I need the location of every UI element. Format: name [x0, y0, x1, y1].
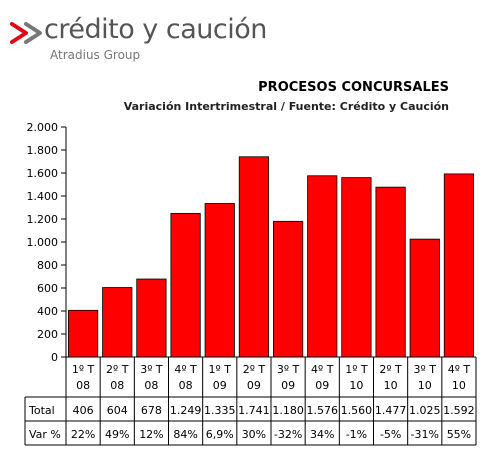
category-label: 1º T: [72, 363, 95, 376]
category-label: 1º T: [345, 363, 368, 376]
y-tick-label: 1.400: [27, 190, 59, 203]
table-cell: 1.249: [170, 404, 202, 417]
y-tick-label: 400: [37, 305, 58, 318]
category-label: 10: [418, 379, 432, 392]
category-label: 09: [315, 379, 329, 392]
category-label: 08: [110, 379, 124, 392]
y-tick-label: 1.600: [27, 167, 59, 180]
table-cell: 1.180: [272, 404, 304, 417]
bar: [204, 203, 235, 358]
table-cell: 1.560: [341, 404, 373, 417]
logo-mark-icon: [10, 22, 42, 44]
category-label: 4º T: [448, 363, 471, 376]
y-tick-label: 800: [37, 259, 58, 272]
table-cell: 6,9%: [206, 428, 234, 441]
table-cell: 49%: [105, 428, 129, 441]
category-label: 10: [452, 379, 466, 392]
table-cell: 678: [141, 404, 162, 417]
category-label: 4º T: [311, 363, 334, 376]
bar: [443, 173, 475, 358]
bar: [170, 212, 201, 358]
table-cell: 34%: [310, 428, 334, 441]
y-tick-label: 200: [37, 328, 58, 341]
table-cell: -31%: [411, 428, 439, 441]
category-label: 09: [281, 379, 295, 392]
bar: [409, 238, 440, 358]
y-tick-label: 1.000: [27, 236, 59, 249]
category-label: 09: [213, 379, 227, 392]
category-label: 2º T: [243, 363, 266, 376]
y-tick-label: 1.800: [27, 144, 59, 157]
table-cell: 604: [107, 404, 128, 417]
category-label: 4º T: [174, 363, 197, 376]
table-cell: -5%: [380, 428, 401, 441]
category-label: 10: [349, 379, 363, 392]
bar: [272, 220, 304, 358]
bar: [238, 156, 270, 358]
bar: [375, 186, 406, 358]
bar: [136, 278, 167, 358]
table-cell: 30%: [242, 428, 266, 441]
table-cell: 1.576: [307, 404, 339, 417]
table-cell: -1%: [346, 428, 367, 441]
y-tick-label: 600: [37, 282, 58, 295]
table-cell: 1.025: [409, 404, 441, 417]
chart-subtitle: Variación Intertrimestral / Fuente: Créd…: [123, 100, 449, 113]
category-label: 1º T: [209, 363, 232, 376]
table-cell: 84%: [173, 428, 197, 441]
table-cell: 1.335: [204, 404, 236, 417]
table-cell: -32%: [274, 428, 302, 441]
category-label: 08: [76, 379, 90, 392]
category-label: 10: [384, 379, 398, 392]
table-cell: 55%: [447, 428, 471, 441]
category-label: 09: [247, 379, 261, 392]
table-cell: 406: [73, 404, 94, 417]
bar: [67, 309, 99, 358]
table-cell: 1.592: [443, 404, 475, 417]
y-tick-label: 0: [51, 351, 58, 364]
y-tick-label: 1.200: [27, 213, 59, 226]
category-label: 08: [144, 379, 158, 392]
table-row-label: Total: [28, 404, 55, 417]
category-label: 2º T: [106, 363, 129, 376]
logo-group: Atradius Group: [50, 48, 141, 62]
bar: [102, 287, 133, 358]
category-label: 3º T: [140, 363, 163, 376]
logo: crédito y caución Atradius Group: [10, 14, 270, 64]
y-tick-label: 2.000: [27, 121, 59, 134]
chart-title: PROCESOS CONCURSALES: [258, 80, 449, 95]
table-cell: 1.477: [375, 404, 407, 417]
table-cell: 22%: [71, 428, 95, 441]
logo-brand: crédito y caución: [44, 14, 267, 45]
bar: [307, 175, 338, 358]
category-label: 3º T: [414, 363, 437, 376]
table-cell: 12%: [139, 428, 163, 441]
table-row-label: Var %: [29, 428, 61, 441]
category-label: 2º T: [379, 363, 402, 376]
bar: [341, 177, 372, 358]
category-label: 3º T: [277, 363, 300, 376]
table-cell: 1.741: [238, 404, 270, 417]
category-label: 08: [179, 379, 193, 392]
